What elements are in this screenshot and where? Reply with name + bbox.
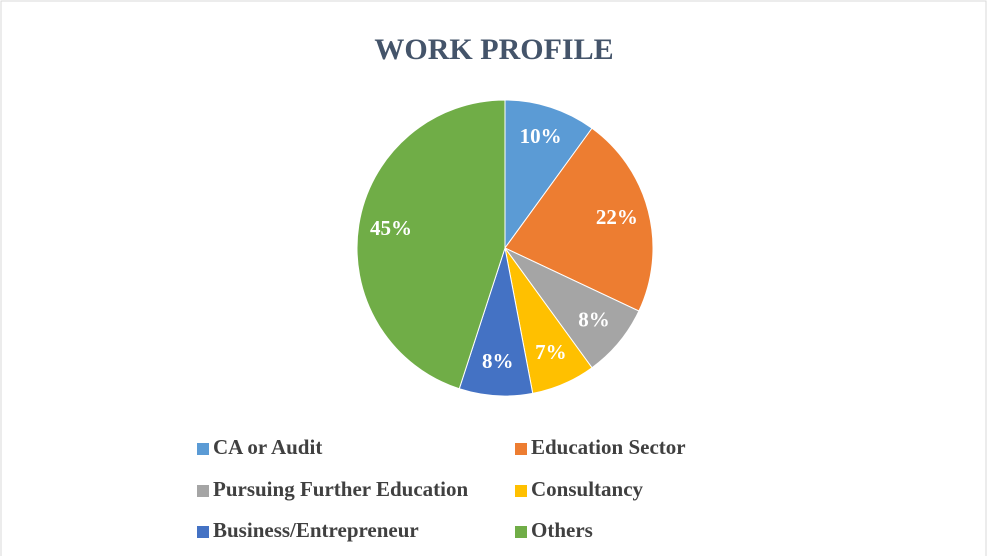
legend-label: Education Sector — [531, 435, 686, 459]
legend-swatch — [515, 526, 527, 538]
legend-swatch — [197, 485, 209, 497]
data-label: 45% — [370, 216, 412, 240]
data-label: 10% — [520, 124, 562, 148]
legend-label: Consultancy — [531, 477, 644, 501]
legend-label: Business/Entrepreneur — [213, 518, 419, 542]
chart-title: WORK PROFILE — [374, 33, 613, 66]
legend-swatch — [515, 443, 527, 455]
pie-slice — [504, 99, 593, 250]
legend-label: Pursuing Further Education — [213, 477, 468, 501]
data-label: 22% — [596, 205, 638, 229]
legend-label: CA or Audit — [213, 435, 322, 459]
pie-slice — [356, 99, 506, 390]
data-label: 7% — [535, 340, 567, 364]
legend-swatch — [515, 485, 527, 497]
data-label: 8% — [482, 349, 514, 373]
data-label: 8% — [578, 307, 610, 331]
legend-swatch — [197, 443, 209, 455]
legend-label: Others — [531, 518, 593, 542]
legend-swatch — [197, 526, 209, 538]
